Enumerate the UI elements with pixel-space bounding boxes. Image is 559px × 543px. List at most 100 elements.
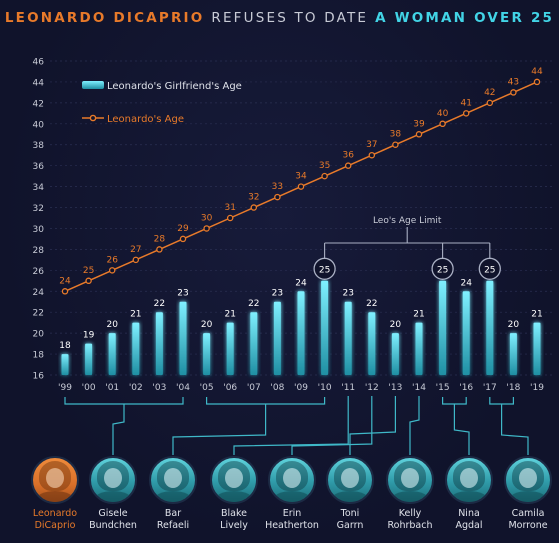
first-name: Bar xyxy=(164,508,182,519)
leo-age-point xyxy=(203,225,210,232)
avatar-shape xyxy=(272,491,312,502)
leo-age-point xyxy=(344,162,352,169)
relationship-brackets xyxy=(64,396,529,455)
last-name: Bundchen xyxy=(89,520,137,531)
year-range-bracket xyxy=(206,397,326,405)
person-name: Gisele Bundchen xyxy=(81,508,145,532)
leo-age-value-label: 33 xyxy=(272,182,283,192)
avatar xyxy=(326,456,374,504)
leo-age-point xyxy=(61,288,69,295)
avatar-shape xyxy=(104,468,122,488)
avatar-shape xyxy=(390,491,430,502)
leo-age-value-label: 43 xyxy=(508,77,519,87)
last-name: Agdal xyxy=(455,520,483,531)
bar xyxy=(439,280,447,375)
leo-age-point xyxy=(226,214,234,222)
person-bundchen: Gisele Bundchen xyxy=(81,456,145,532)
avatar-shape xyxy=(330,491,370,502)
leo-age-value-label: 35 xyxy=(319,161,330,171)
leo-age-point xyxy=(462,110,470,117)
chart-title: LEONARDO DICAPRIO REFUSES TO DATE A WOMA… xyxy=(0,10,559,26)
title-part-2: REFUSES TO DATE xyxy=(211,10,369,26)
x-tick-label: '02 xyxy=(129,383,143,393)
leo-age-value-label: 37 xyxy=(366,140,377,150)
x-tick-label: '12 xyxy=(365,383,379,393)
x-tick-label: '18 xyxy=(506,383,520,393)
avatar-shape xyxy=(46,468,64,488)
x-tick-label: '04 xyxy=(176,383,190,393)
avatar-shape xyxy=(508,491,548,502)
x-tick-label: '10 xyxy=(318,383,332,393)
leo-age-point xyxy=(156,246,163,253)
x-tick-label: '99 xyxy=(58,383,72,393)
bar xyxy=(344,301,352,375)
leo-age-point xyxy=(179,235,187,243)
person-name: Toni Garrn xyxy=(318,508,382,532)
x-tick-label: '00 xyxy=(82,383,96,393)
last-name: Garrn xyxy=(336,520,364,531)
last-name: Heatherton xyxy=(265,520,319,531)
y-tick-label: 42 xyxy=(33,99,44,109)
y-tick-label: 16 xyxy=(33,372,45,382)
avatar xyxy=(268,456,316,504)
person-name: Nina Agdal xyxy=(437,508,501,532)
bar xyxy=(297,291,305,375)
last-name: Refaeli xyxy=(156,520,190,531)
leo-age-point xyxy=(274,193,281,201)
age-limit-annotation: Leo's Age Limit xyxy=(324,216,491,259)
y-tick-label: 18 xyxy=(33,351,45,361)
connector-line xyxy=(409,396,420,455)
avatar xyxy=(89,456,137,504)
avatar xyxy=(445,456,493,504)
bar xyxy=(226,322,234,375)
person-refaeli: Bar Refaeli xyxy=(141,456,205,532)
bar xyxy=(61,354,69,375)
person-heatherton: Erin Heatherton xyxy=(260,456,324,532)
leo-age-value-label: 27 xyxy=(130,245,141,255)
bar-value-label: 21 xyxy=(224,310,235,320)
bar xyxy=(273,301,281,375)
person-morrone: Camila Morrone xyxy=(496,456,559,532)
y-tick-label: 30 xyxy=(33,225,45,235)
bar xyxy=(321,280,329,375)
bar-value-label: 23 xyxy=(342,289,353,299)
avatar-shape xyxy=(283,468,301,488)
x-tick-label: '03 xyxy=(152,383,166,393)
leo-age-value-label: 24 xyxy=(59,276,71,286)
leo-age-point xyxy=(392,141,399,148)
leo-age-point xyxy=(85,277,92,285)
bar-value-label: 23 xyxy=(272,289,283,299)
bar xyxy=(132,322,140,375)
last-name: Lively xyxy=(220,520,248,531)
bar xyxy=(533,322,541,375)
person-name: Blake Lively xyxy=(202,508,266,532)
bar-value-label: 20 xyxy=(390,320,402,330)
leo-age-value-label: 42 xyxy=(484,88,495,98)
bar-value-label: 20 xyxy=(508,320,520,330)
connector-line xyxy=(501,404,529,455)
last-name: Rohrbach xyxy=(387,520,433,531)
x-tick-label: '06 xyxy=(223,383,237,393)
avatar xyxy=(31,456,79,504)
leo-age-value-label: 36 xyxy=(342,151,354,161)
title-part-1: LEONARDO DICAPRIO xyxy=(4,10,205,26)
first-name: Gisele xyxy=(98,508,128,519)
legend-bar-swatch xyxy=(82,81,104,89)
bar-value-label: 24 xyxy=(295,278,307,288)
person-lively: Blake Lively xyxy=(202,456,266,532)
x-tick-label: '16 xyxy=(459,383,473,393)
x-tick-label: '15 xyxy=(436,383,450,393)
y-tick-label: 44 xyxy=(33,78,45,88)
x-tick-label: '11 xyxy=(341,383,355,393)
bar-value-label: 21 xyxy=(531,310,542,320)
y-tick-label: 22 xyxy=(33,309,44,319)
y-tick-label: 40 xyxy=(33,120,45,130)
legend-line-marker xyxy=(89,114,97,122)
first-name: Nina xyxy=(458,508,480,519)
person-garrn: Toni Garrn xyxy=(318,456,382,532)
leo-age-point xyxy=(368,151,376,159)
bar xyxy=(203,333,211,375)
avatar-shape xyxy=(93,491,133,502)
connector-line xyxy=(112,404,125,455)
